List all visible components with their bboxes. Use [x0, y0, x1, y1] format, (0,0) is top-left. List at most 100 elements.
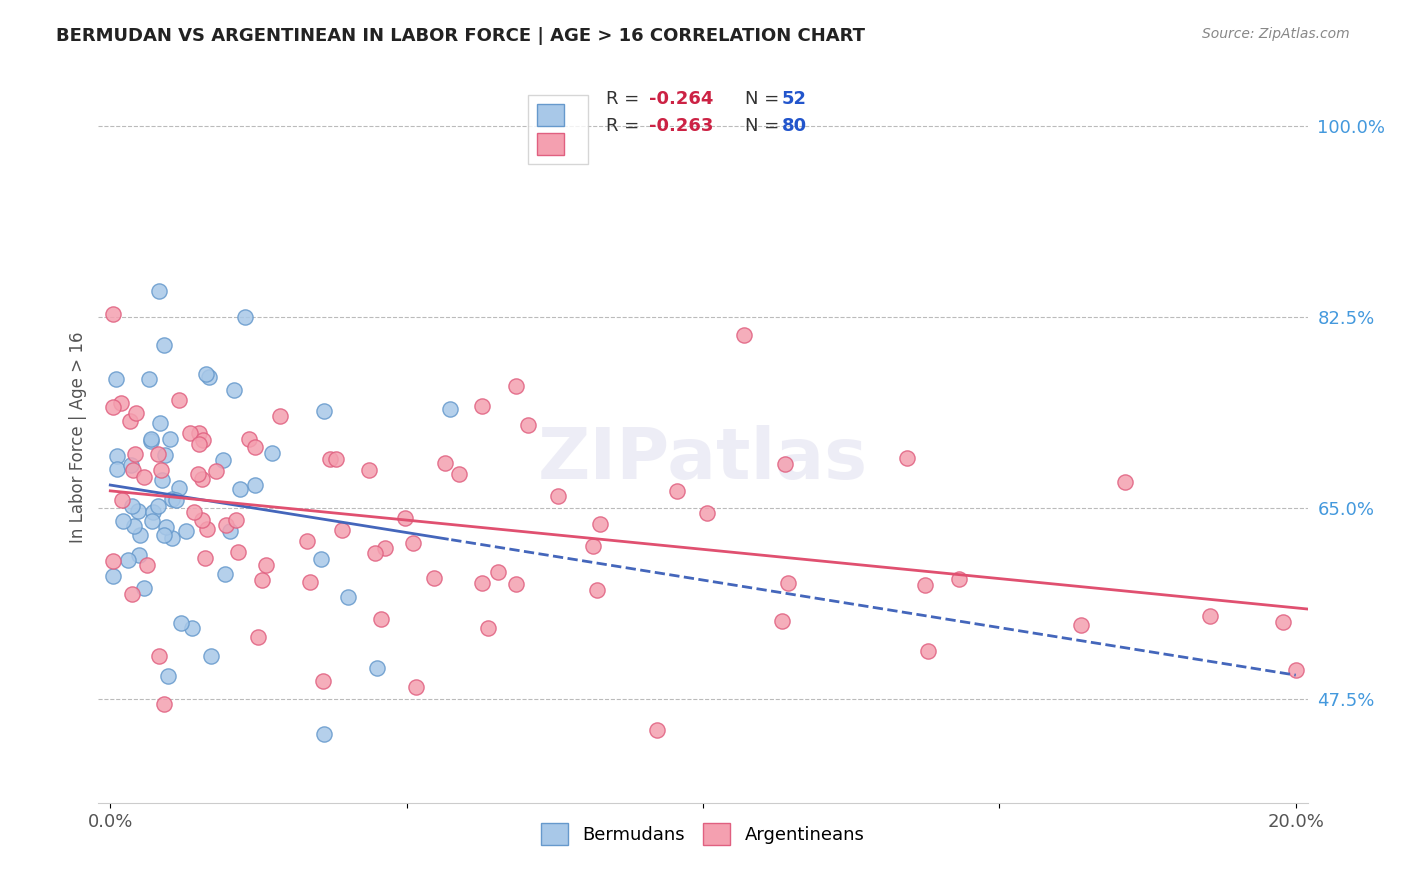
Bermudans [165, 492, 187, 507]
Bermudans [121, 500, 143, 514]
Argentineans [471, 575, 494, 590]
Text: N =: N = [745, 90, 786, 108]
Text: ZIPatlas: ZIPatlas [538, 425, 868, 493]
Y-axis label: In Labor Force | Age > 16: In Labor Force | Age > 16 [69, 331, 87, 543]
Argentineans [917, 644, 939, 658]
Bermudans [337, 590, 360, 604]
Argentineans [433, 456, 456, 470]
Bermudans [142, 505, 165, 519]
Argentineans [402, 536, 425, 550]
Argentineans [948, 573, 970, 587]
Argentineans [486, 566, 509, 580]
Argentineans [226, 545, 249, 559]
Argentineans [1070, 618, 1092, 632]
Bermudans [312, 727, 335, 741]
Bermudans [197, 370, 219, 384]
Argentineans [423, 571, 446, 585]
Bermudans [439, 401, 461, 416]
Argentineans [1199, 608, 1222, 623]
Argentineans [330, 524, 353, 538]
Argentineans [359, 463, 381, 477]
Argentineans [215, 517, 238, 532]
Argentineans [589, 517, 612, 532]
Argentineans [645, 723, 668, 738]
Argentineans [191, 473, 214, 487]
Argentineans [190, 513, 212, 527]
Bermudans [138, 372, 160, 386]
Argentineans [122, 463, 145, 477]
Bermudans [222, 384, 245, 398]
Argentineans [183, 504, 205, 518]
Bermudans [149, 416, 172, 430]
Bermudans [105, 462, 128, 476]
Text: -0.263: -0.263 [648, 118, 713, 136]
Argentineans [187, 426, 209, 441]
Argentineans [153, 697, 176, 711]
Bermudans [160, 492, 183, 507]
Text: R =: R = [606, 90, 645, 108]
Bermudans [229, 483, 252, 497]
Argentineans [103, 307, 125, 321]
Argentineans [776, 576, 799, 591]
Argentineans [179, 425, 201, 440]
Argentineans [187, 437, 209, 451]
Bermudans [170, 616, 193, 631]
Argentineans [103, 554, 125, 568]
Bermudans [153, 448, 176, 462]
Bermudans [167, 481, 190, 495]
Argentineans [150, 463, 173, 477]
Bermudans [160, 531, 183, 545]
Bermudans [146, 499, 169, 513]
Argentineans [1114, 475, 1136, 489]
Argentineans [364, 546, 387, 560]
Argentineans [586, 583, 609, 598]
Bermudans [120, 458, 142, 473]
Argentineans [111, 493, 134, 508]
Argentineans [243, 440, 266, 454]
Argentineans [477, 621, 499, 635]
Argentineans [254, 558, 277, 573]
Argentineans [505, 379, 527, 393]
Argentineans [125, 407, 148, 421]
Argentineans [247, 631, 270, 645]
Bermudans [214, 566, 236, 581]
Text: N =: N = [745, 118, 786, 136]
Argentineans [269, 409, 291, 423]
Argentineans [194, 551, 217, 566]
Argentineans [146, 447, 169, 461]
Argentineans [252, 573, 274, 587]
Bermudans [141, 514, 163, 528]
Bermudans [105, 450, 128, 464]
Argentineans [325, 452, 347, 467]
Bermudans [174, 524, 197, 539]
Argentineans [148, 648, 170, 663]
Text: R =: R = [606, 118, 645, 136]
Text: -0.264: -0.264 [648, 90, 713, 108]
Bermudans [141, 432, 163, 446]
Argentineans [547, 489, 569, 503]
Argentineans [110, 396, 132, 410]
Argentineans [696, 506, 718, 520]
Argentineans [238, 432, 260, 446]
Argentineans [770, 615, 793, 629]
Argentineans [1272, 615, 1295, 630]
Bermudans [312, 404, 335, 418]
Argentineans [124, 447, 146, 461]
Bermudans [243, 478, 266, 492]
Bermudans [132, 581, 155, 595]
Bermudans [156, 669, 179, 683]
Text: Source: ZipAtlas.com: Source: ZipAtlas.com [1202, 27, 1350, 41]
Legend: Bermudans, Argentineans: Bermudans, Argentineans [534, 816, 872, 852]
Bermudans [117, 553, 139, 567]
Argentineans [319, 452, 342, 467]
Argentineans [312, 674, 335, 689]
Argentineans [914, 578, 936, 592]
Argentineans [298, 575, 321, 590]
Argentineans [733, 328, 755, 343]
Argentineans [516, 418, 538, 433]
Text: 52: 52 [782, 90, 807, 108]
Bermudans [366, 661, 388, 675]
Bermudans [152, 338, 174, 352]
Argentineans [773, 457, 796, 471]
Bermudans [155, 520, 177, 534]
